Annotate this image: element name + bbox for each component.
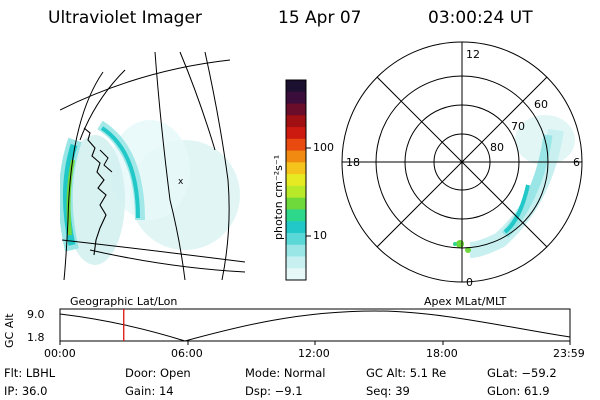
colorbar-segment <box>286 232 306 246</box>
altitude-curve <box>59 310 571 342</box>
x-tick-1200: 12:00 <box>298 347 330 360</box>
colorbar <box>286 80 306 281</box>
date-label: 15 Apr 07 <box>278 8 362 28</box>
status-gc-alt: GC Alt: 5.1 Re <box>366 366 447 380</box>
geo-panel-label: Geographic Lat/Lon <box>70 295 178 308</box>
colorbar-segment <box>286 115 306 128</box>
colorbar-tick-100: 100 <box>313 141 334 154</box>
colorbar-segment <box>286 80 306 93</box>
mlt-label-6: 6 <box>573 156 580 169</box>
colorbar-segment <box>286 197 306 210</box>
colorbar-segment <box>286 185 306 199</box>
x-tick-0600: 06:00 <box>171 347 203 360</box>
colorbar-segment <box>286 174 306 187</box>
mlt-label-12: 12 <box>466 48 480 61</box>
y-tick-1.8: 1.8 <box>27 331 45 344</box>
colorbar-segment <box>286 268 306 281</box>
status-glat: GLat: −59.2 <box>487 366 557 380</box>
mlt-label-0: 0 <box>466 276 473 289</box>
time-label: 03:00:24 UT <box>428 8 533 28</box>
mlt-label-18: 18 <box>346 156 360 169</box>
y-tick-9: 9.0 <box>27 308 45 321</box>
colorbar-segment <box>286 103 306 116</box>
colorbar-segment <box>286 244 306 257</box>
colorbar-segment <box>286 209 306 222</box>
timeline-ylabel: GC Alt <box>3 313 16 348</box>
polar-map-panel <box>341 41 583 283</box>
x-tick-0000: 00:00 <box>44 347 76 360</box>
status-mode: Mode: Normal <box>245 366 326 380</box>
colorbar-tick-10: 10 <box>313 229 327 242</box>
colorbar-segment <box>286 138 306 152</box>
status-ip: IP: 36.0 <box>4 384 48 398</box>
colorbar-segment <box>286 162 306 175</box>
status-dsp: Dsp: −9.1 <box>245 384 303 398</box>
status-flt: Flt: LBHL <box>4 366 56 380</box>
colorbar-segment <box>286 150 306 163</box>
lat-label-60: 60 <box>534 98 548 111</box>
colorbar-segment <box>286 256 306 269</box>
polar-panel-label: Apex MLat/MLT <box>424 295 507 308</box>
colorbar-segment <box>286 127 306 140</box>
status-gain: Gain: 14 <box>125 384 174 398</box>
lat-label-80: 80 <box>490 141 504 154</box>
status-seq: Seq: 39 <box>366 384 410 398</box>
svg-text:x: x <box>178 177 184 187</box>
x-tick-2359: 23:59 <box>553 347 585 360</box>
colorbar-segment <box>286 91 306 105</box>
colorbar-segment <box>286 221 306 234</box>
geo-map-panel: x <box>60 51 246 280</box>
x-tick-1800: 18:00 <box>426 347 458 360</box>
lat-label-70: 70 <box>511 120 525 133</box>
status-door: Door: Open <box>125 366 191 380</box>
status-glon: GLon: 61.9 <box>487 384 550 398</box>
colorbar-frame <box>285 79 307 281</box>
instrument-title: Ultraviolet Imager <box>48 8 202 28</box>
